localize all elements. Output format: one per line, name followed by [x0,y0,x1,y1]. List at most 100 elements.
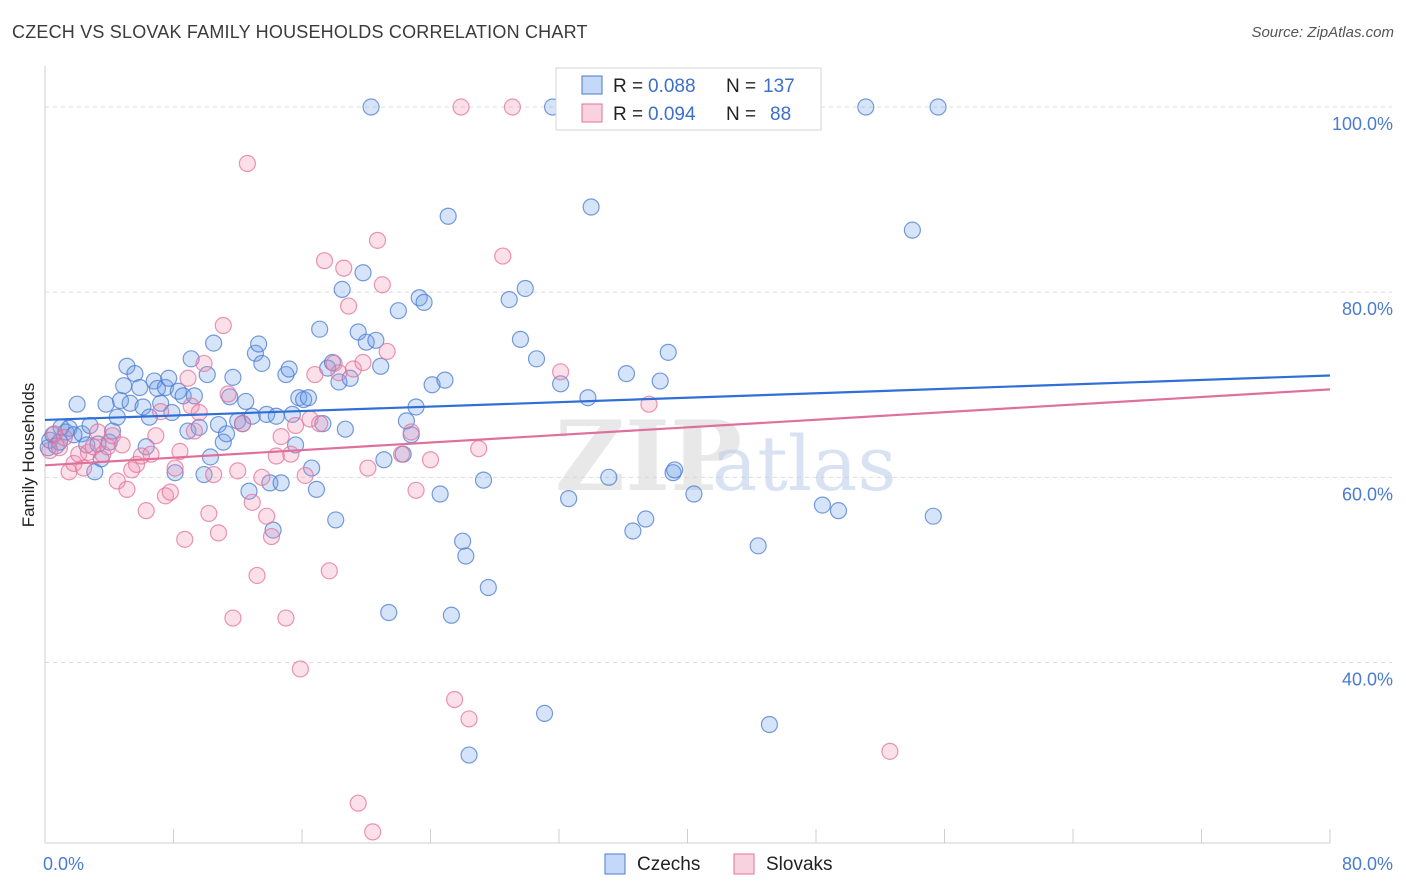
stats-legend: R = 0.088 N = 137 R = 0.094 N = 88 [555,67,822,131]
slovaks-point [195,354,213,373]
czechs-point [439,207,457,225]
y-tick-label: 80.0% [1342,299,1393,319]
czechs-swatch-icon [581,75,603,95]
czechs-point [272,474,290,492]
czechs-point [156,378,175,397]
axes: 40.0% 60.0% 80.0% 100.0% 0.0% 80.0% [43,66,1393,874]
czechs-point [436,371,454,389]
slovaks-point [421,451,440,469]
slovaks-n-label: N = [726,104,756,125]
czechs-point [415,293,433,311]
czechs-point [442,606,460,624]
slovaks-point [89,423,107,441]
czechs-point [560,490,578,508]
slovaks-trend-line [44,388,1331,467]
czechs-n-value: 137 [763,76,795,97]
czechs-point [535,704,554,722]
czechs-point [280,360,298,378]
slovaks-point [407,481,425,499]
czechs-point [617,365,636,383]
slovaks-point [402,423,420,441]
slovaks-point [392,445,411,463]
czechs-point [664,464,682,482]
slovaks-point [79,443,97,461]
slovaks-point [349,794,367,812]
czechs-point [121,394,139,412]
slovaks-point [881,742,899,760]
czechs-point [336,420,354,438]
slovaks-point [238,154,256,173]
slovaks-point [368,231,387,249]
czechs-point [813,496,832,514]
slovaks-point [339,297,358,315]
watermark-atlas: atlas [712,419,896,508]
czechs-point [457,547,475,565]
czechs-point [516,279,534,298]
czechs-point [333,280,351,299]
czechs-point [749,537,767,555]
czechs-n-label: N = [726,76,756,97]
czechs-point [389,302,407,320]
slovaks-point [179,369,197,387]
slovaks-point [50,439,69,457]
slovaks-point [171,442,189,461]
czechs-point [372,357,390,375]
slovaks-point [224,609,242,627]
slovaks-point [185,422,203,440]
czechs-point [500,290,518,309]
czechs-point [221,388,239,406]
slovaks-point [118,480,136,498]
slovaks-point [161,483,179,501]
czechs-point [857,98,875,116]
slovaks-point [253,468,271,486]
slovaks-point [166,459,184,477]
czechs-point [341,369,359,387]
czechs-point [924,507,942,525]
czechs-point [160,369,178,387]
czechs-point [474,471,493,489]
czechs-point [286,436,305,454]
y-tick-label: 60.0% [1342,484,1393,504]
slovaks-point [176,530,194,548]
czechs-point [250,335,268,353]
czechs-point [460,746,478,764]
czechs-point [267,407,285,425]
czechs-point [375,451,393,469]
legend-slovaks-label: Slovaks [766,854,833,875]
czechs-point [185,387,203,405]
slovaks-point [494,247,512,265]
czechs-trend-line [44,374,1331,422]
gridlines [45,106,1392,663]
slovaks-point [373,276,391,294]
slovaks-point [286,416,305,435]
slovaks-point [248,566,266,585]
slovaks-r-value: 0.094 [648,104,696,125]
y-tick-label: 100.0% [1332,114,1393,134]
slovaks-point [325,354,343,373]
legend-slovaks-swatch-icon [733,853,755,875]
slovaks-point [123,461,141,479]
czechs-point [685,485,703,503]
czechs-point [179,422,197,440]
czechs-point [431,485,449,503]
czechs-point [240,482,258,500]
slovaks-point [445,690,464,709]
slovaks-point [320,562,338,580]
slovaks-point [200,504,218,523]
czechs-point [264,521,282,539]
czechs-point [527,350,546,368]
slovaks-point [113,436,131,454]
czechs-point [330,373,348,391]
slovaks-point [470,440,488,458]
czechs-point [760,715,779,734]
source-label: Source: ZipAtlas.com [1251,24,1394,41]
x-tick-label-min: 0.0% [43,854,84,874]
czechs-point [224,368,242,386]
slovaks-point [378,342,396,361]
czechs-point [299,389,318,407]
slovaks-point [243,493,261,511]
czechs-r-value: 0.088 [648,76,696,97]
slovaks-point [503,98,522,116]
slovaks-point [262,527,281,546]
